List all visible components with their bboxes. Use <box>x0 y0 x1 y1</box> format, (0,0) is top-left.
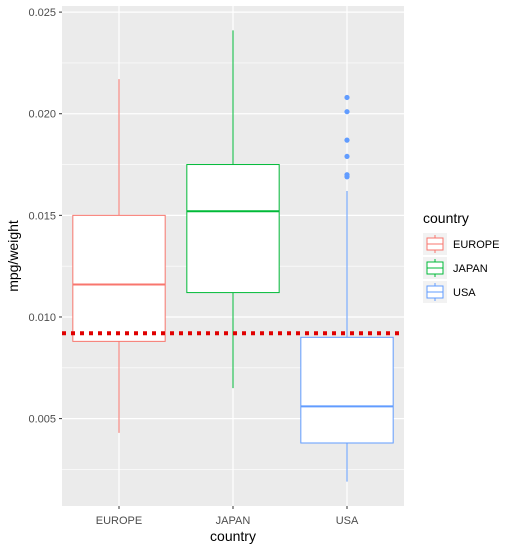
legend-items: EUROPE JAPAN USA <box>423 233 499 303</box>
legend-item-usa: USA <box>423 281 476 303</box>
legend-label: JAPAN <box>453 263 488 275</box>
boxplot-series <box>72 30 394 482</box>
y-axis-title: mpg/weight <box>5 220 21 292</box>
outlier-point <box>344 109 350 115</box>
outlier-point <box>344 153 350 160</box>
y-tick-label: 0.020 <box>28 109 56 121</box>
outlier-point <box>344 172 350 178</box>
box-europe <box>72 79 166 433</box>
box-iqr <box>300 336 394 444</box>
legend: country EUROPE JAPAN USA <box>423 210 499 303</box>
legend-item-japan: JAPAN <box>423 257 488 279</box>
x-tick-label: JAPAN <box>216 515 251 527</box>
box-japan <box>186 30 280 389</box>
x-tick-label: EUROPE <box>96 515 142 527</box>
x-axis-ticks: EUROPE JAPAN USA <box>96 506 359 527</box>
legend-label: EUROPE <box>453 239 499 251</box>
legend-item-europe: EUROPE <box>423 233 499 255</box>
legend-title: country <box>423 210 469 226</box>
legend-label: USA <box>453 287 476 299</box>
box-iqr <box>186 164 280 294</box>
y-tick-label: 0.005 <box>28 414 56 426</box>
y-axis-ticks: 0.005 0.010 0.015 0.020 0.025 <box>28 7 62 426</box>
outlier-point <box>344 94 350 101</box>
box-iqr <box>72 214 166 342</box>
y-tick-label: 0.015 <box>28 210 56 222</box>
y-tick-label: 0.025 <box>28 7 56 19</box>
x-axis-title: country <box>210 528 256 544</box>
box-usa <box>300 94 394 482</box>
y-tick-label: 0.010 <box>28 312 56 324</box>
outlier-point <box>344 137 350 143</box>
x-tick-label: USA <box>336 515 359 527</box>
